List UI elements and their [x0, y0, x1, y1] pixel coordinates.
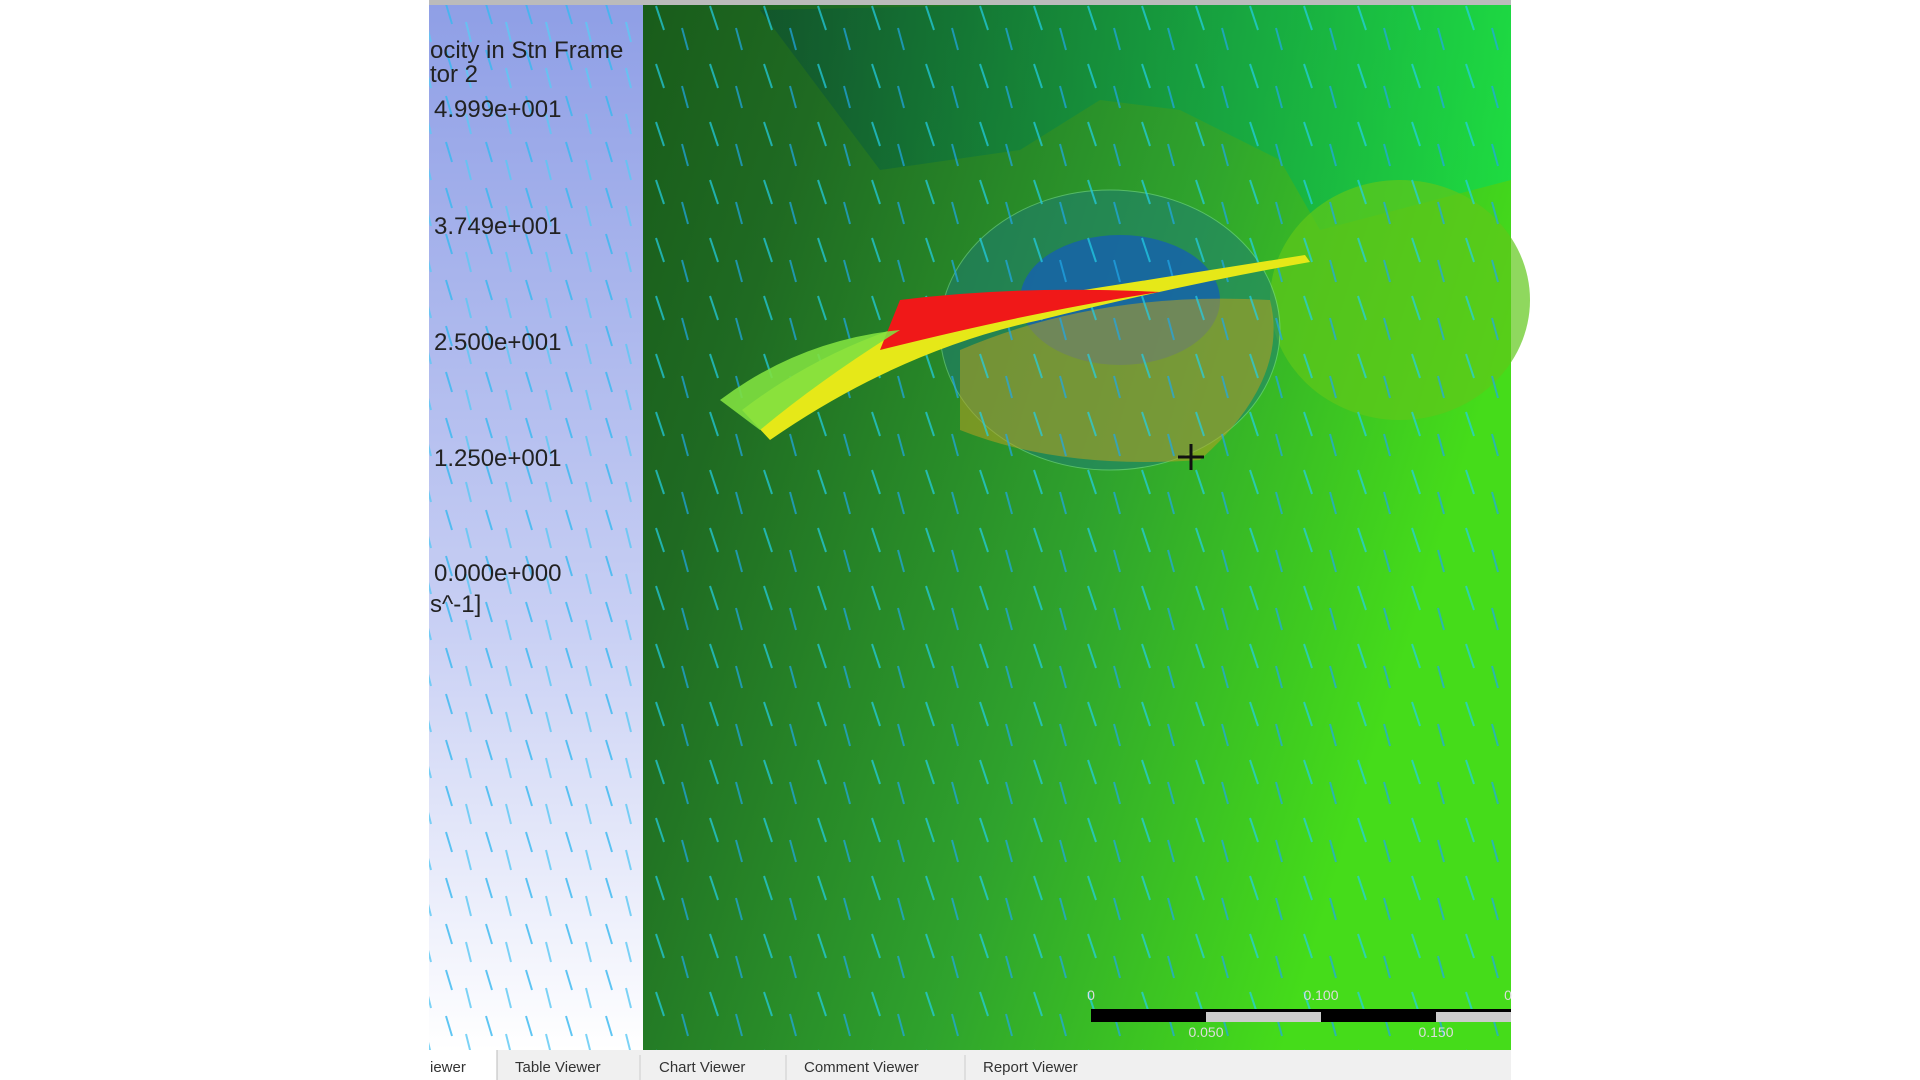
- tab[interactable]: Table Viewer: [515, 1059, 601, 1076]
- scale-label: 0.050: [1188, 1024, 1223, 1040]
- blade-high: [880, 289, 1160, 350]
- legend-label: 2.500e+001: [434, 329, 561, 356]
- legend: ocity in Stn Frame tor 2 4.999e+001 3.74…: [430, 37, 623, 618]
- tab[interactable]: Comment Viewer: [804, 1059, 919, 1076]
- legend-unit: s^-1]: [430, 591, 481, 618]
- tab-bar: iewer Table Viewer Chart Viewer Comment …: [429, 1050, 1511, 1080]
- blade-wake: [720, 330, 900, 430]
- legend-label: 1.250e+001: [434, 445, 561, 472]
- cursor: [1178, 444, 1204, 470]
- legend-label: 3.749e+001: [434, 213, 561, 240]
- legend-title: ocity in Stn Frame: [430, 37, 623, 64]
- vector-field: [645, 0, 1511, 1050]
- tab[interactable]: Report Viewer: [983, 1059, 1078, 1076]
- scale-label: 0.150: [1418, 1024, 1453, 1040]
- legend-label: 0.000e+000: [434, 560, 561, 587]
- scale-label: 0: [1087, 987, 1095, 1003]
- scale-label: 0: [1504, 987, 1512, 1003]
- tab[interactable]: Chart Viewer: [659, 1059, 745, 1076]
- tab[interactable]: iewer: [430, 1059, 466, 1076]
- scale-label: 0.100: [1303, 987, 1338, 1003]
- left-vectors: [429, 5, 643, 1050]
- legend-title: tor 2: [430, 61, 478, 88]
- scale-bar: 0 0.100 0 0.050 0.150: [1087, 987, 1512, 1040]
- legend-label: 4.999e+001: [434, 96, 561, 123]
